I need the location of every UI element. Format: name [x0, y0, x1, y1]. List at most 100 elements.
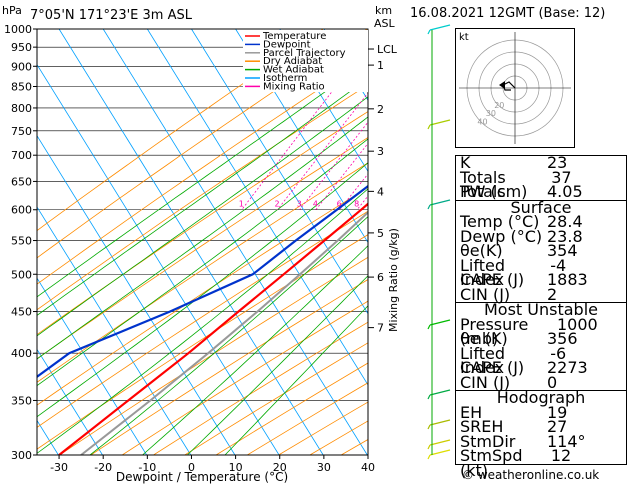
temperature-tick-label: 40	[361, 461, 375, 474]
hodograph-ring-label: 40	[477, 118, 487, 127]
altitude-tick-label: 6	[377, 271, 384, 284]
surface-label: Lifted Index	[460, 255, 505, 289]
wet-adiabat-line	[37, 188, 368, 454]
pressure-tick-label: 600	[11, 204, 32, 217]
wet-adiabat-line	[37, 60, 368, 298]
wind-barb-flag	[427, 454, 431, 460]
hodograph-label: StmSpd (kt)	[460, 446, 523, 480]
surface-row: CIN (J) 2	[456, 284, 626, 304]
mixing-ratio-line	[241, 43, 368, 210]
pressure-tick-label: 950	[11, 41, 32, 54]
pressure-tick-label: 450	[11, 306, 32, 319]
legend-label: Dry Adiabat	[263, 56, 322, 67]
pressure-tick-label: 850	[11, 81, 32, 94]
pressure-tick-label: 1000	[4, 23, 32, 36]
wind-barb-flag	[427, 324, 431, 330]
wet-adiabat-line	[142, 245, 368, 455]
altitude-tick-label: 3	[377, 145, 384, 158]
isotherm-line	[37, 348, 103, 455]
hodograph-label: SREH	[460, 417, 504, 436]
altitude-tick-label: 4	[377, 185, 384, 198]
wet-adiabat-line	[37, 77, 368, 316]
unstable-row: θe (K) 356	[456, 329, 626, 348]
dry-adiabat-line	[37, 111, 368, 336]
index-label: K	[460, 153, 471, 172]
dry-adiabat-line	[37, 29, 368, 259]
mixing-ratio-axis-label: Mixing Ratio (g/kg)	[387, 228, 400, 332]
temperature-tick-label: -30	[50, 461, 68, 474]
unstable-value: -6	[550, 343, 567, 363]
isotherm-line	[146, 29, 368, 386]
mixing-ratio-label: 3	[297, 200, 302, 209]
index-value: 23	[547, 153, 568, 172]
unstable-label: Lifted Index	[460, 343, 505, 377]
isotherm-line	[279, 29, 368, 173]
wind-barb-flag	[427, 424, 431, 430]
mixing-ratio-label: 1	[239, 200, 244, 209]
temperature-tick-label: 30	[317, 461, 331, 474]
storm-motion-arrow	[499, 81, 505, 89]
mixing-ratio-label: 16	[398, 200, 408, 209]
index-row: PW (cm) 4.05	[456, 182, 626, 201]
legend-label: Temperature	[262, 31, 326, 42]
unstable-section: Most Unstable Pressure (mb) 1000 θe (K) 356…	[456, 302, 626, 390]
wind-barb	[429, 119, 451, 126]
wet-adiabat-line	[37, 162, 368, 418]
hpa-axis-label: hPa	[2, 4, 22, 17]
wind-barb	[429, 319, 451, 326]
mixing-ratio-label: 2	[275, 200, 280, 209]
unstable-value: 356	[547, 329, 578, 348]
mixing-ratio-label: 20	[413, 200, 423, 209]
altitude-tick-label: LCL	[377, 43, 398, 56]
surface-label: Dewp (°C)	[460, 226, 543, 246]
altitude-tick-label: 1	[377, 59, 384, 72]
hodograph-title: Hodograph	[496, 388, 586, 407]
surface-section: Surface Temp (°C) 28.4 Dewp (°C) 23.8 θe(K) 3…	[456, 199, 626, 304]
wet-adiabat-line	[89, 216, 368, 455]
surface-row: θe(K) 354	[456, 243, 626, 259]
pressure-tick-label: 700	[11, 149, 32, 162]
unstable-label: CAPE (J)	[460, 358, 525, 377]
parcel-trajectory-line	[80, 211, 368, 455]
chart-curves	[37, 184, 368, 455]
km-axis-label: km	[375, 4, 392, 17]
pressure-tick-label: 300	[11, 449, 32, 462]
pressure-tick-label: 800	[11, 102, 32, 115]
hodograph-unit: kt	[459, 32, 469, 43]
dry-adiabat-line	[37, 210, 368, 428]
pressure-tick-label: 400	[11, 347, 32, 360]
index-label: PW (cm)	[460, 182, 528, 201]
wind-barb	[429, 419, 451, 426]
dry-adiabat-line	[121, 300, 368, 455]
dry-adiabat-line	[37, 84, 368, 311]
wet-adiabat-line	[37, 138, 368, 387]
mixing-ratio-label: 6	[337, 200, 342, 209]
wet-adiabat-line	[37, 96, 368, 337]
surface-label: Temp (°C)	[460, 212, 540, 231]
hodograph-value: 114°	[547, 431, 586, 451]
unstable-row: Pressure (mb) 1000	[456, 316, 626, 346]
hodograph-label: StmDir	[460, 431, 516, 451]
unstable-row: CAPE (J) 2273	[456, 358, 626, 377]
unstable-value: 0	[547, 372, 558, 392]
unstable-title: Most Unstable	[484, 300, 598, 319]
plot-frame	[36, 28, 369, 456]
dry-adiabat-line	[37, 234, 368, 450]
temperature-tick-label: 20	[273, 461, 287, 474]
location-title: 7°05'N 171°23'E 3m ASL	[30, 8, 193, 23]
wind-barb	[429, 389, 451, 396]
index-label: Totals Totals	[460, 167, 506, 201]
altitude-tick-label: 2	[377, 103, 384, 116]
wet-adiabat-line	[187, 275, 368, 455]
pressure-tick-label: 550	[11, 235, 32, 248]
temperature-tick-label: 10	[229, 461, 243, 474]
unstable-label: θe (K)	[460, 329, 508, 348]
index-row: K 23	[456, 153, 626, 172]
surface-value: -4	[550, 255, 567, 275]
index-row: Totals Totals 37	[456, 167, 626, 201]
surface-value: 2	[547, 284, 558, 304]
hodograph-ring-label: 30	[486, 109, 496, 118]
isotherm-line	[37, 277, 147, 455]
